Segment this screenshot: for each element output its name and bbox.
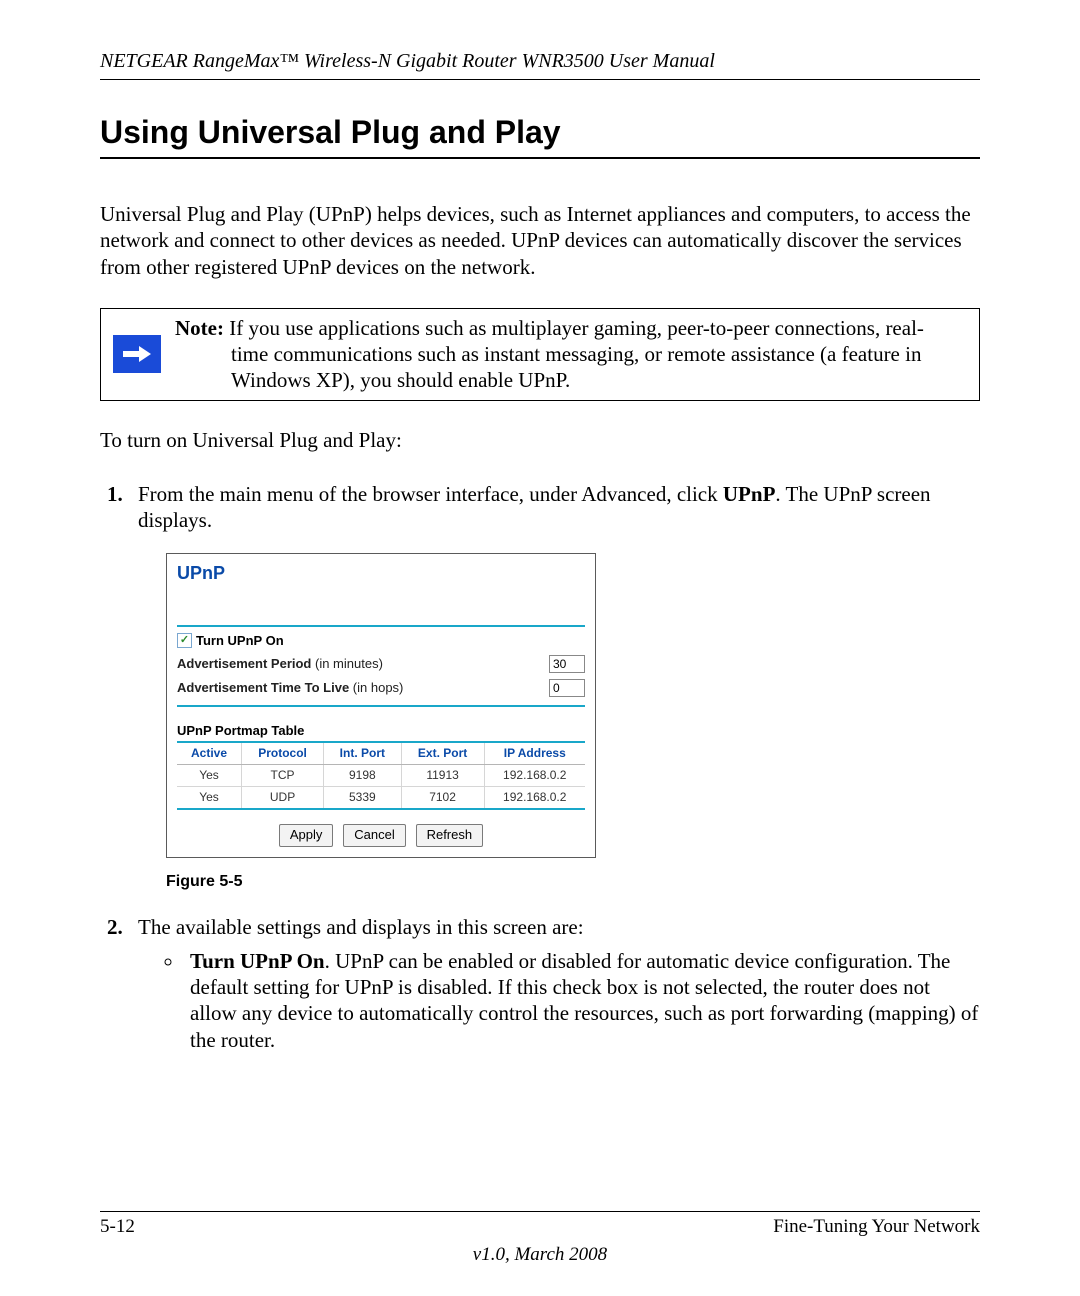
note-line2: time communications such as instant mess…: [231, 341, 969, 367]
settings-bullets: Turn UPnP On. UPnP can be enabled or dis…: [138, 948, 980, 1053]
portmap-table: Active Protocol Int. Port Ext. Port IP A…: [177, 741, 585, 810]
bullet-turn-upnp-on: Turn UPnP On. UPnP can be enabled or dis…: [184, 948, 980, 1053]
cell: TCP: [242, 765, 324, 787]
apply-button[interactable]: Apply: [279, 824, 334, 846]
steps-list: From the main menu of the browser interf…: [100, 481, 980, 1053]
refresh-button[interactable]: Refresh: [416, 824, 484, 846]
note-line1: If you use applications such as multipla…: [224, 316, 924, 340]
note-icon-cell: [101, 309, 173, 400]
col-protocol: Protocol: [242, 742, 324, 765]
note-callout: Note: If you use applications such as mu…: [100, 308, 980, 401]
note-text: Note: If you use applications such as mu…: [173, 309, 979, 400]
turn-upnp-on-label: Turn UPnP On: [196, 633, 284, 649]
col-ip: IP Address: [484, 742, 585, 765]
button-row: Apply Cancel Refresh: [177, 820, 585, 846]
col-active: Active: [177, 742, 242, 765]
screenshot-container: UPnP ✓ Turn UPnP On Advertisement Period…: [166, 553, 980, 857]
separator-mid: [177, 705, 585, 707]
panel-title: UPnP: [177, 562, 585, 585]
cell: UDP: [242, 787, 324, 810]
figure-caption: Figure 5-5: [166, 872, 980, 892]
adv-ttl-label-bold: Advertisement Time To Live: [177, 680, 349, 695]
upnp-panel: UPnP ✓ Turn UPnP On Advertisement Period…: [166, 553, 596, 857]
cell: 9198: [324, 765, 402, 787]
cell: 5339: [324, 787, 402, 810]
footer-rule: [100, 1211, 980, 1212]
portmap-title: UPnP Portmap Table: [177, 723, 585, 739]
note-label: Note:: [175, 316, 224, 340]
note-line3: Windows XP), you should enable UPnP.: [231, 367, 969, 393]
adv-period-label-bold: Advertisement Period: [177, 656, 311, 671]
cell: 192.168.0.2: [484, 787, 585, 810]
step-2: The available settings and displays in t…: [128, 914, 980, 1053]
page-footer: 5-12 Fine-Tuning Your Network: [100, 1211, 980, 1238]
col-intport: Int. Port: [324, 742, 402, 765]
cell: 11913: [401, 765, 484, 787]
turn-upnp-on-checkbox[interactable]: ✓: [177, 633, 192, 648]
adv-ttl-input[interactable]: [549, 679, 585, 697]
adv-ttl-label-rest: (in hops): [349, 680, 403, 695]
intro-paragraph: Universal Plug and Play (UPnP) helps dev…: [100, 201, 980, 280]
lead-in-text: To turn on Universal Plug and Play:: [100, 427, 980, 453]
cell: Yes: [177, 787, 242, 810]
col-extport: Ext. Port: [401, 742, 484, 765]
footer-version: v1.0, March 2008: [100, 1244, 980, 1266]
step2-text: The available settings and displays in t…: [138, 915, 584, 939]
arrow-right-icon: [113, 335, 161, 373]
step1-bold: UPnP: [723, 482, 776, 506]
table-header-row: Active Protocol Int. Port Ext. Port IP A…: [177, 742, 585, 765]
footer-page-number: 5-12: [100, 1216, 135, 1238]
step1-pre: From the main menu of the browser interf…: [138, 482, 723, 506]
table-row: Yes UDP 5339 7102 192.168.0.2: [177, 787, 585, 810]
adv-period-row: Advertisement Period (in minutes): [177, 655, 585, 673]
adv-ttl-label: Advertisement Time To Live (in hops): [177, 680, 403, 696]
table-row: Yes TCP 9198 11913 192.168.0.2: [177, 765, 585, 787]
footer-chapter: Fine-Tuning Your Network: [773, 1216, 980, 1238]
cell: 7102: [401, 787, 484, 810]
turn-upnp-on-row: ✓ Turn UPnP On: [177, 633, 585, 649]
adv-period-input[interactable]: [549, 655, 585, 673]
separator-top: [177, 625, 585, 627]
cell: Yes: [177, 765, 242, 787]
adv-period-label-rest: (in minutes): [311, 656, 383, 671]
page-header: NETGEAR RangeMax™ Wireless-N Gigabit Rou…: [100, 50, 980, 80]
section-heading: Using Universal Plug and Play: [100, 114, 980, 159]
step-1: From the main menu of the browser interf…: [128, 481, 980, 892]
cell: 192.168.0.2: [484, 765, 585, 787]
adv-period-label: Advertisement Period (in minutes): [177, 656, 383, 672]
cancel-button[interactable]: Cancel: [343, 824, 405, 846]
bullet1-bold: Turn UPnP On: [190, 949, 325, 973]
manual-page: NETGEAR RangeMax™ Wireless-N Gigabit Rou…: [0, 0, 1080, 1296]
adv-ttl-row: Advertisement Time To Live (in hops): [177, 679, 585, 697]
